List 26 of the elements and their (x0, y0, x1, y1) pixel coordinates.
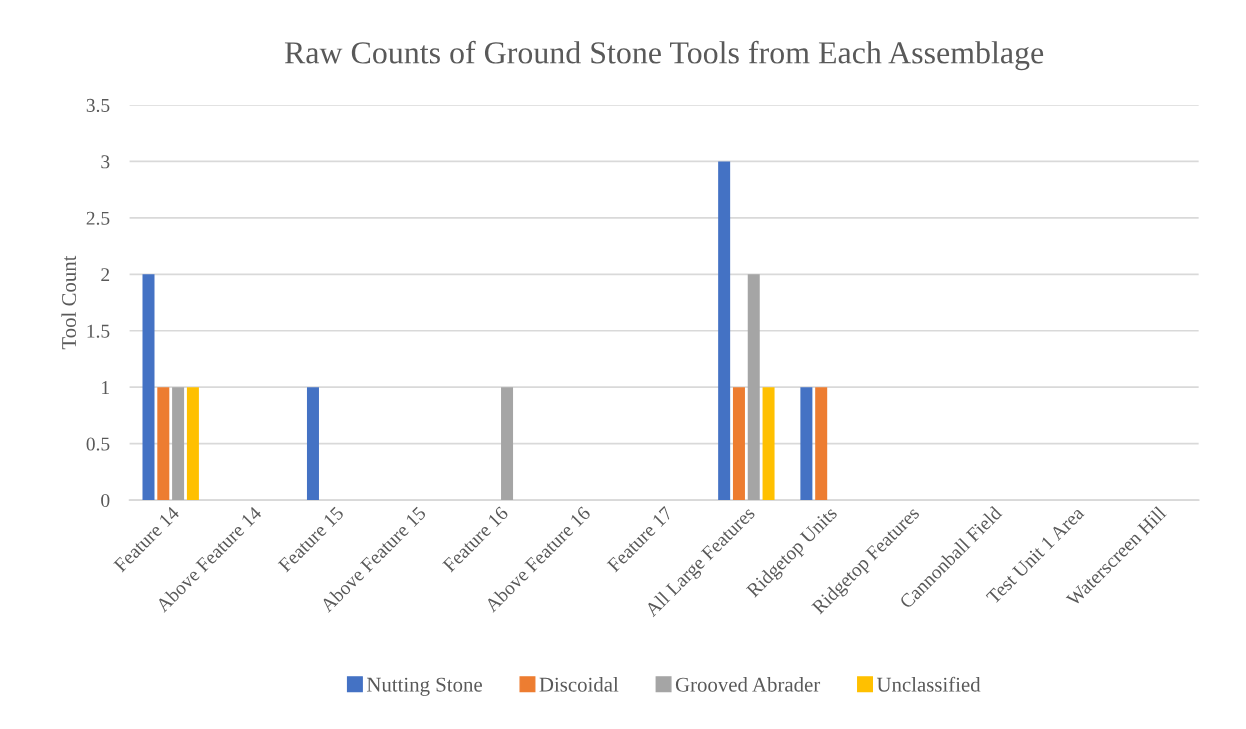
y-tick-label: 2.5 (86, 211, 110, 225)
chart-title: Raw Counts of Ground Stone Tools from Each Assemblage (284, 40, 1044, 71)
y-tick-label: 0 (101, 493, 110, 508)
y-tick-label: 0.5 (86, 437, 110, 451)
bar (306, 387, 319, 501)
bar (172, 387, 185, 501)
bar (800, 387, 813, 501)
legend-label: Discoidal (539, 677, 619, 692)
legend-label: Nutting Stone (366, 677, 482, 696)
bar (762, 387, 775, 501)
bar (718, 161, 731, 501)
bar (142, 274, 155, 501)
bar (732, 387, 745, 501)
y-tick-label: 1 (102, 381, 109, 394)
y-axis-title: Tool Count (61, 255, 77, 350)
y-tick-label: 1.5 (87, 324, 110, 338)
y-tick-label: 2 (101, 268, 110, 282)
y-tick-label: 3 (101, 155, 110, 169)
y-tick-label: 3.5 (86, 98, 110, 112)
bar (501, 387, 514, 501)
bar (157, 387, 170, 501)
legend-label: Unclassified (876, 676, 981, 692)
legend-label: Grooved Abrader (675, 677, 821, 692)
bar (747, 274, 760, 501)
bar (815, 387, 828, 501)
bar (186, 387, 199, 501)
